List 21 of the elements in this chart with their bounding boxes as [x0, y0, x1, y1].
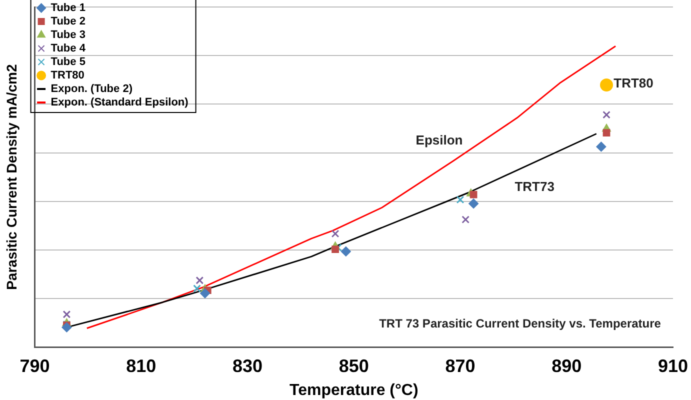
x-tick-label: 810 [126, 356, 156, 376]
x-tick-label: 830 [232, 356, 263, 376]
legend-label: Expon. (Standard Epsilon) [50, 96, 189, 109]
legend-label: Tube 2 [50, 16, 86, 28]
y-axis-title: Parasitic Current Density mA/cm2 [3, 64, 20, 290]
legend-label: Tube 1 [50, 2, 86, 14]
annotation: TRT80 [614, 75, 654, 90]
x-tick-label: 850 [338, 356, 369, 376]
text: TRT 73 Parasitic Current Density vs. Temperature [379, 316, 662, 331]
legend-label: Tube 3 [50, 29, 86, 42]
x-tick-label: 890 [552, 356, 582, 376]
x-tick-label: 870 [445, 356, 476, 376]
annotation: TRT73 [514, 178, 554, 194]
legend-label: Tube 4 [50, 42, 86, 55]
annotation: Epsilon [416, 132, 463, 148]
x-tick-label: 910 [658, 356, 688, 376]
x-axis-title: Temperature (°C) [289, 382, 418, 399]
legend-label: Tube 5 [50, 56, 86, 68]
x-tick-label: 790 [20, 356, 50, 376]
legend-label: TRT80 [50, 70, 84, 82]
legend-label: Expon. (Tube 2) [50, 83, 133, 96]
